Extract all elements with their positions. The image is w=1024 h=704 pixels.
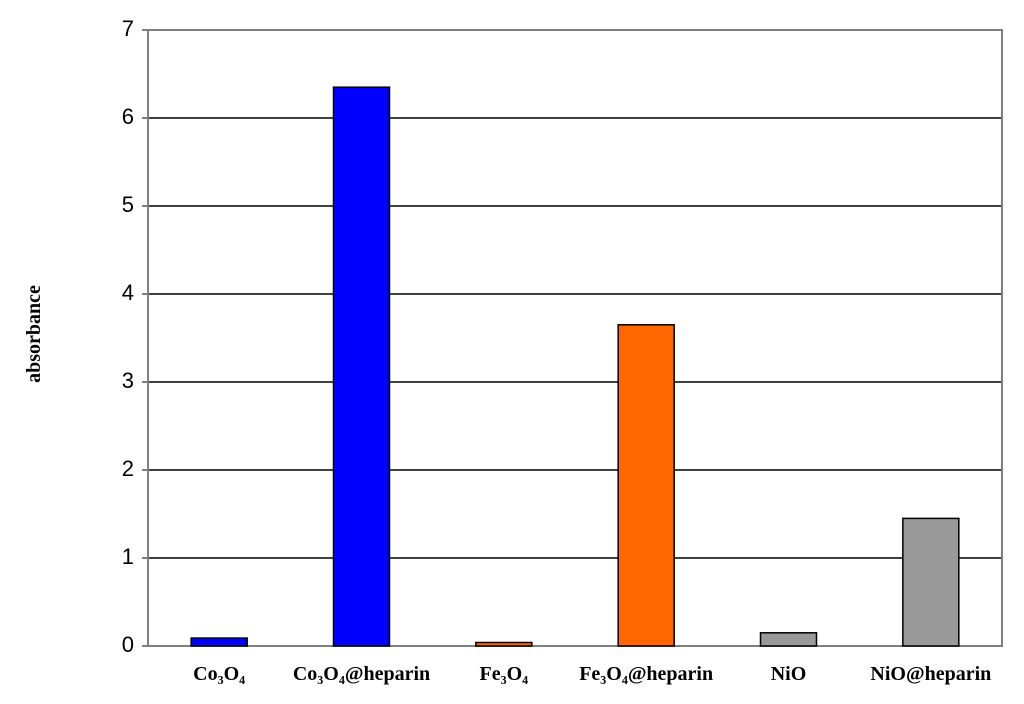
- y-tick-label: 7: [122, 16, 134, 41]
- y-tick-label: 4: [122, 280, 134, 305]
- x-tick-label: Fe₃O₄@heparin: [579, 663, 713, 685]
- y-tick-label: 3: [122, 368, 134, 393]
- bar: [332, 86, 391, 647]
- x-tick-label: NiO: [771, 663, 807, 685]
- x-tick-label: Co₃O₄: [193, 663, 245, 685]
- x-tick-label: Co₃O₄@heparin: [293, 663, 430, 685]
- y-tick-label: 2: [122, 456, 134, 481]
- plot-border: [147, 29, 1003, 647]
- y-tick-label: 6: [122, 104, 134, 129]
- bar: [759, 632, 818, 647]
- y-tick-label: 0: [122, 632, 134, 657]
- x-tick-label: Fe₃O₄: [480, 663, 529, 685]
- bar: [902, 517, 960, 647]
- bar: [617, 324, 675, 647]
- bar: [475, 641, 533, 647]
- y-axis-label: absorbance: [23, 285, 45, 383]
- y-tick-label: 5: [122, 192, 134, 217]
- bar: [190, 637, 248, 647]
- y-tick-label: 1: [122, 544, 134, 569]
- x-tick-label: NiO@heparin: [870, 663, 991, 685]
